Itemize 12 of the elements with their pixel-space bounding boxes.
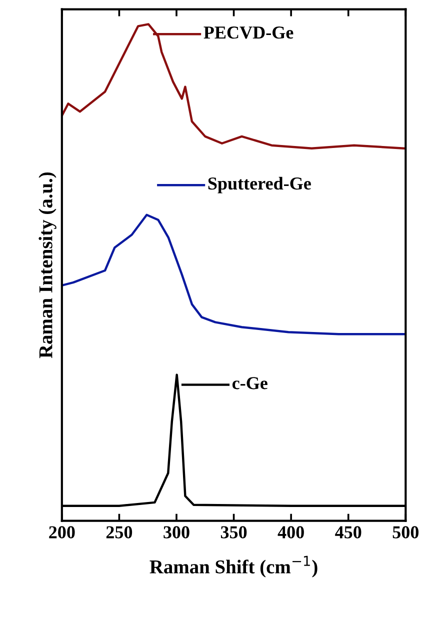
- x-tick-label: 400: [278, 526, 304, 538]
- legend-label: c-Ge: [232, 377, 268, 390]
- legend-label: PECVD-Ge: [204, 26, 294, 39]
- x-tick-label: 500: [392, 526, 419, 538]
- x-tick-label: 300: [164, 526, 190, 538]
- x-tick-label: 350: [220, 526, 247, 538]
- x-axis-title: Raman Shift (cm$^{−1}$): [150, 556, 318, 578]
- x-tick-label: 200: [49, 526, 75, 538]
- x-tick-label: 250: [106, 526, 132, 538]
- legend-label: Sputtered-Ge: [208, 176, 311, 194]
- y-axis-title: Raman Intensity (a.u.): [38, 172, 56, 358]
- x-tick-label: 450: [335, 526, 362, 538]
